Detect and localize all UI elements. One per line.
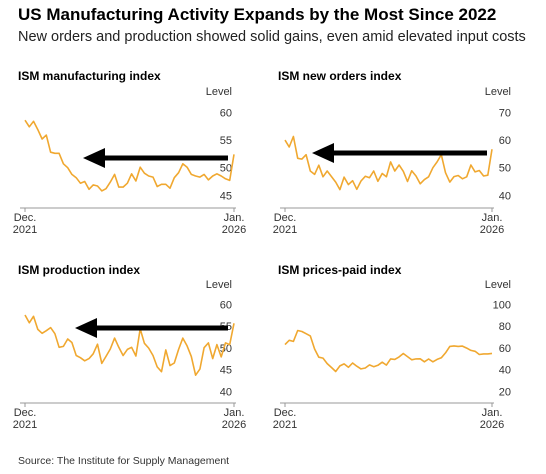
y-tick-label: 40 <box>499 365 511 377</box>
y-axis-label: Level <box>206 279 232 291</box>
page-subtitle: New orders and production showed solid g… <box>18 29 526 45</box>
data-line <box>284 329 493 373</box>
y-tick-label: 40 <box>499 190 511 202</box>
x-tick-label: Jan. 2026 <box>480 407 504 431</box>
y-tick-label: 20 <box>499 387 511 399</box>
y-tick-label: 60 <box>499 343 511 355</box>
arrow-head <box>83 148 105 168</box>
y-tick-label: 55 <box>220 135 232 147</box>
y-tick-label: 40 <box>220 387 232 399</box>
x-tick-label: Dec. 2021 <box>13 212 37 236</box>
x-tick-label: Jan. 2026 <box>222 212 246 236</box>
y-tick-label: 70 <box>499 107 511 119</box>
panel-title: ISM prices-paid index <box>278 263 402 277</box>
x-tick-label: Jan. 2026 <box>222 407 246 431</box>
data-line <box>284 135 493 191</box>
source-note: Source: The Institute for Supply Managem… <box>18 455 230 467</box>
y-tick-label: 60 <box>499 135 511 147</box>
y-tick-label: 45 <box>220 365 232 377</box>
x-tick-label: Dec. 2021 <box>273 212 297 236</box>
page-title: US Manufacturing Activity Expands by the… <box>18 5 497 24</box>
x-tick-label: Dec. 2021 <box>273 407 297 431</box>
panel-title: ISM production index <box>18 263 140 277</box>
panel-title: ISM new orders index <box>278 69 402 83</box>
x-tick-label: Dec. 2021 <box>13 407 37 431</box>
data-line <box>24 314 235 377</box>
arrow-head <box>312 143 334 163</box>
arrow-head <box>75 318 97 338</box>
x-tick-label: Jan. 2026 <box>480 212 504 236</box>
y-tick-label: 50 <box>499 163 511 175</box>
y-axis-label: Level <box>485 86 511 98</box>
data-line <box>24 119 235 192</box>
y-axis-label: Level <box>206 86 232 98</box>
charts: ISM manufacturing index Level 45 50 55 60 Dec.… <box>13 69 511 431</box>
panel-title: ISM manufacturing index <box>18 69 161 83</box>
y-tick-label: 60 <box>220 299 232 311</box>
y-axis-label: Level <box>485 279 511 291</box>
y-tick-label: 100 <box>493 299 511 311</box>
y-tick-label: 60 <box>220 107 232 119</box>
y-tick-label: 80 <box>499 321 511 333</box>
y-tick-label: 45 <box>220 190 232 202</box>
y-tick-label: 50 <box>220 163 232 175</box>
